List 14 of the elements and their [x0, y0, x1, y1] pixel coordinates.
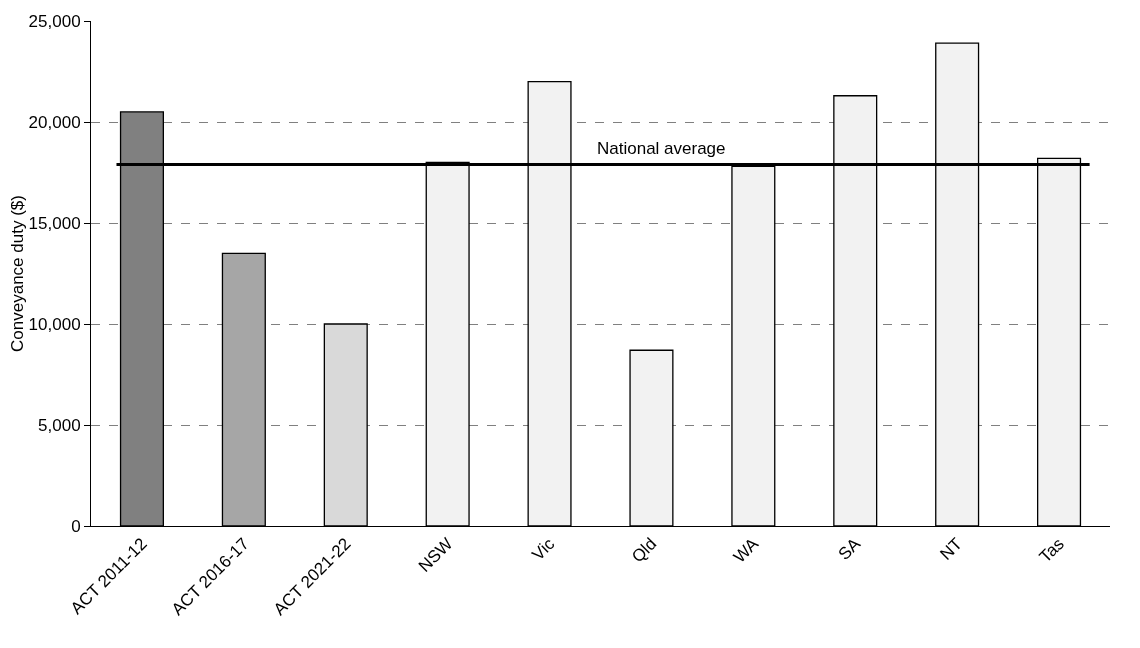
x-tick-label: WA [729, 533, 763, 567]
y-tick-label: 0 [71, 516, 81, 536]
x-tick-label: SA [834, 533, 865, 564]
x-tick-label: Vic [528, 533, 559, 565]
y-tick-label: 15,000 [28, 213, 81, 233]
x-tick-label: NT [936, 534, 966, 564]
y-axis-title: Conveyance duty ($) [7, 195, 27, 352]
y-tick-label: 20,000 [28, 112, 81, 132]
x-tick-label: Qld [628, 534, 661, 567]
x-tick-label: Tas [1035, 534, 1068, 567]
ref-line-label: National average [597, 139, 726, 158]
y-tick-label: 10,000 [28, 314, 81, 334]
y-tick-label: 5,000 [38, 415, 81, 435]
y-tick-label: 25,000 [28, 11, 81, 31]
